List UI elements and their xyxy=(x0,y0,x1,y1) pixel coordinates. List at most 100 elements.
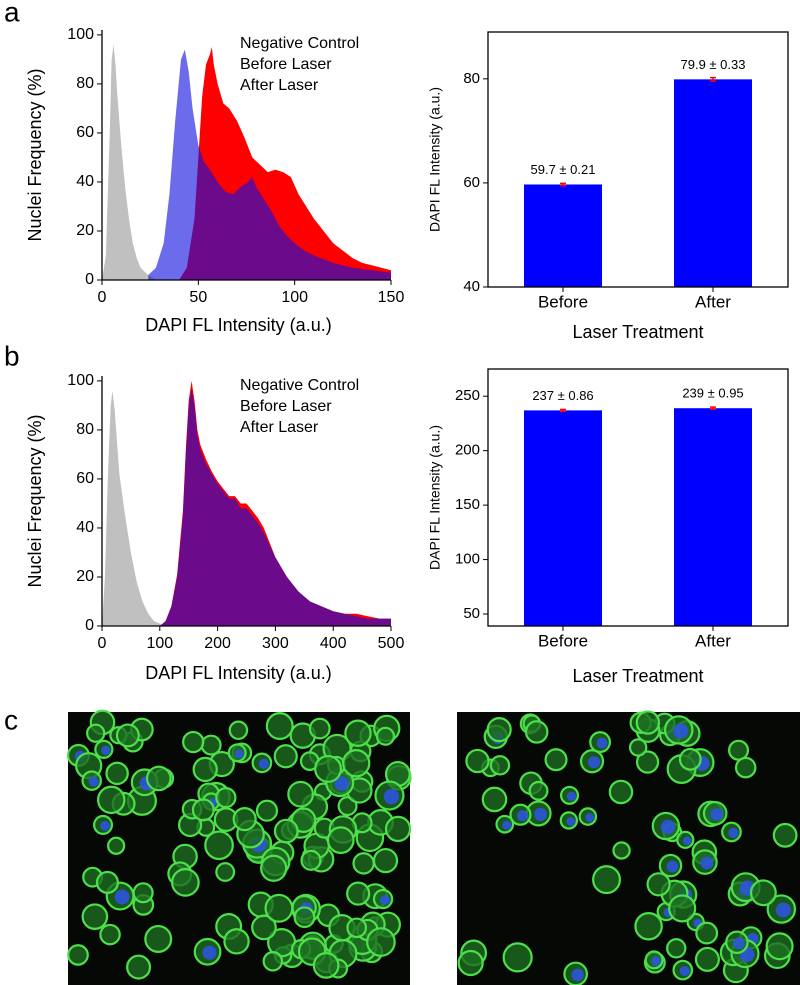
y-tick-label: 100 xyxy=(67,372,94,389)
y-tick-label: 40 xyxy=(76,519,94,536)
y-tick-label: 60 xyxy=(76,124,94,141)
nucleus xyxy=(700,856,714,870)
y-tick-label: 80 xyxy=(76,421,94,438)
cell xyxy=(668,894,697,923)
x-tick-label: 300 xyxy=(262,635,289,652)
error-bar xyxy=(560,408,566,413)
x-tick-label: Before xyxy=(538,292,588,311)
cell xyxy=(260,854,288,882)
cell xyxy=(524,720,549,744)
nucleus xyxy=(682,836,692,846)
cell xyxy=(326,826,355,855)
value-label: 79.9 ± 0.33 xyxy=(681,57,746,72)
nucleus xyxy=(666,860,679,873)
nucleus xyxy=(380,895,391,906)
y-tick-label: 40 xyxy=(463,278,480,295)
value-label: 239 ± 0.95 xyxy=(682,386,743,401)
cell xyxy=(96,785,126,815)
nucleus xyxy=(679,966,690,977)
y-tick-label: 150 xyxy=(455,496,480,513)
cell xyxy=(67,944,89,966)
nucleus xyxy=(258,758,269,769)
legend-entry: Negative Control xyxy=(240,377,359,394)
y-tick-label: 60 xyxy=(76,470,94,487)
y-tick-label: 200 xyxy=(455,442,480,459)
y-tick-label: 40 xyxy=(76,173,94,190)
nucleus xyxy=(100,821,110,831)
cell xyxy=(465,748,490,774)
nucleus xyxy=(88,776,99,787)
y-axis-label: DAPI FL Intensity (a.u.) xyxy=(427,425,443,570)
cell xyxy=(223,928,250,955)
cell xyxy=(342,749,371,778)
cell xyxy=(228,720,249,741)
cell xyxy=(192,756,218,783)
x-tick-label: 100 xyxy=(281,289,308,306)
x-tick-label: 50 xyxy=(189,289,207,306)
legend-entry: After Laser xyxy=(240,77,319,94)
cell xyxy=(608,779,634,805)
x-tick-label: 150 xyxy=(378,289,405,306)
cell xyxy=(765,932,794,961)
legend-entry: Before Laser xyxy=(240,398,332,415)
legend-entry: Before Laser xyxy=(240,56,332,73)
y-tick-label: 0 xyxy=(85,617,94,634)
nucleus xyxy=(587,756,601,769)
cell xyxy=(628,738,648,757)
cell xyxy=(215,786,237,809)
cell xyxy=(352,852,375,875)
y-tick-label: 100 xyxy=(455,551,480,568)
micrograph xyxy=(66,709,412,985)
cell xyxy=(544,748,568,772)
x-tick-label: 0 xyxy=(98,289,107,306)
cell xyxy=(749,879,777,907)
plot-frame xyxy=(487,368,789,627)
nucleus xyxy=(571,968,584,982)
cell xyxy=(592,865,622,895)
cell xyxy=(182,730,205,754)
y-tick-label: 80 xyxy=(76,75,94,92)
cell xyxy=(126,954,152,980)
y-tick-label: 0 xyxy=(85,271,94,288)
x-tick-label: 400 xyxy=(320,635,347,652)
x-tick-label: 0 xyxy=(98,635,107,652)
nucleus xyxy=(516,810,528,822)
cell xyxy=(145,765,172,792)
cell xyxy=(694,946,720,972)
legend-entry: After Laser xyxy=(240,419,319,436)
cell xyxy=(634,912,663,941)
panel-label: b xyxy=(4,340,20,371)
y-tick-label: 60 xyxy=(463,174,480,191)
nucleus xyxy=(383,788,400,805)
cell xyxy=(106,836,126,855)
cell xyxy=(481,786,508,813)
cell xyxy=(86,723,106,743)
cell xyxy=(666,938,687,959)
nucleus xyxy=(534,807,548,821)
cell xyxy=(81,903,109,930)
y-tick-label: 50 xyxy=(463,605,480,622)
cell xyxy=(346,881,371,906)
panel-label: a xyxy=(4,0,20,27)
cell xyxy=(375,726,396,746)
cell xyxy=(314,754,343,783)
histogram-area xyxy=(102,390,166,626)
y-tick-label: 80 xyxy=(463,70,480,87)
cell xyxy=(293,906,316,929)
error-bar xyxy=(560,182,566,187)
bar xyxy=(674,408,752,626)
cell xyxy=(171,868,200,897)
cell xyxy=(312,952,340,979)
nucleus xyxy=(566,791,577,801)
plot-frame xyxy=(487,31,789,288)
cell xyxy=(344,719,372,747)
cell xyxy=(273,744,298,769)
x-tick-label: After xyxy=(695,292,731,311)
bar xyxy=(674,79,752,287)
cell xyxy=(255,799,279,822)
cell xyxy=(635,710,661,735)
x-tick-label: 100 xyxy=(146,635,173,652)
nucleus xyxy=(728,827,739,839)
cell xyxy=(612,841,631,860)
